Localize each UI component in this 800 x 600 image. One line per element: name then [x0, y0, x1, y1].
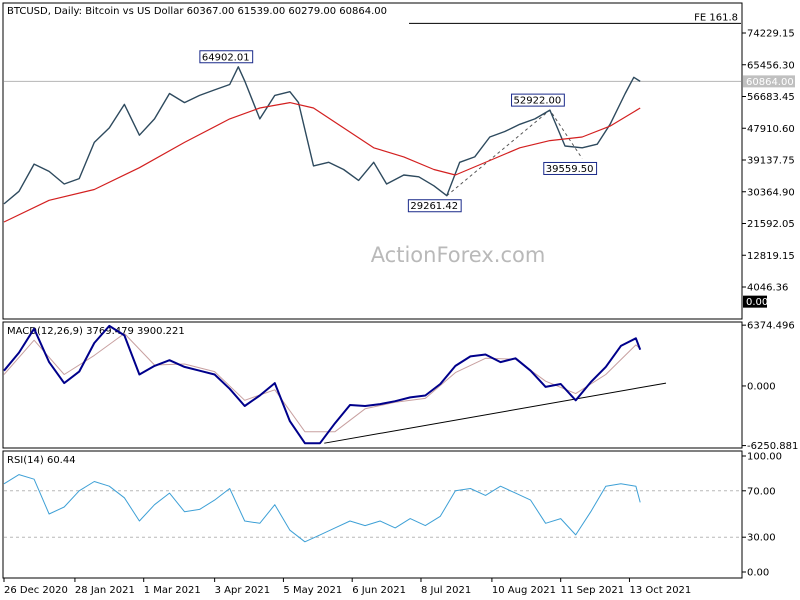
macd-axis-tick-label: -6250.881	[747, 441, 798, 452]
fe-label: FE 161.8	[694, 12, 738, 23]
price-axis: 4046.36 12819.15 21592.05 30364.90 39137.75 4…	[4, 22, 795, 308]
price-axis-tick-label: 47910.60	[747, 124, 795, 135]
zero-price-box	[743, 295, 767, 308]
rsi-axis-tick-label: 70.00	[747, 486, 776, 497]
price-pane[interactable]: BTCUSD, Daily: Bitcoin vs US Dollar 6036…	[2, 2, 795, 320]
price-axis-tick-label: 12819.15	[747, 251, 795, 262]
macd-lines	[3, 324, 667, 445]
time-axis-tick-label: 6 Jun 2021	[352, 585, 406, 596]
time-axis-tick-label: 26 Dec 2020	[4, 585, 68, 596]
macd-axis-tick-label: 0.000	[747, 381, 776, 392]
last-price-box	[743, 75, 795, 88]
watermark: ActionForex.com	[371, 243, 546, 267]
macd-main-line	[3, 324, 642, 445]
price-annotation-box	[511, 93, 565, 107]
price-pane-title: BTCUSD, Daily: Bitcoin vs US Dollar 6036…	[7, 6, 387, 17]
zero-price-label: 0.00	[746, 297, 768, 308]
macd-axis-tick-label: 6374.496	[747, 321, 795, 332]
rsi-pane-title: RSI(14) 60.44	[7, 455, 76, 466]
time-axis-tick-label: 11 Sep 2021	[561, 585, 624, 596]
rsi-line	[3, 474, 641, 543]
macd-pane[interactable]: MACD(12,26,9) 3769.479 3900.221 6374.496…	[2, 321, 798, 452]
macd-trendline	[324, 382, 667, 444]
price-axis-tick-label: 56683.45	[747, 92, 795, 103]
price-lines	[3, 66, 641, 223]
price-annotation-label: 29261.42	[410, 201, 458, 212]
last-price-label: 60864.00	[746, 77, 794, 88]
price-axis-tick-label: 4046.36	[747, 283, 788, 294]
price-axis-tick-label: 39137.75	[747, 156, 795, 167]
time-axis-tick-label: 10 Aug 2021	[492, 585, 556, 596]
time-axis-tick-label: 8 Jul 2021	[421, 585, 471, 596]
rsi-axis: 100.00 70.00 30.00 0.00	[4, 452, 782, 579]
price-axis-tick-label: 74229.15	[747, 29, 795, 40]
macd-pane-frame	[2, 321, 743, 449]
time-axis-tick-label: 1 Mar 2021	[144, 585, 201, 596]
rsi-axis-tick-label: 0.00	[747, 568, 769, 579]
price-annotation-box	[199, 50, 254, 64]
time-axis-tick-label: 13 Oct 2021	[629, 585, 691, 596]
price-annotation-box	[543, 161, 598, 175]
macd-pane-title: MACD(12,26,9) 3769.479 3900.221	[7, 326, 185, 337]
rsi-axis-tick-label: 30.00	[747, 533, 776, 544]
price-annotation-box	[407, 199, 462, 213]
price-annotation-label: 52922.00	[514, 96, 562, 107]
time-axis: 26 Dec 2020 28 Jan 2021 1 Mar 2021 3 Apr 20…	[3, 578, 691, 596]
time-axis-tick-label: 3 Apr 2021	[215, 585, 270, 596]
rsi-pane[interactable]: RSI(14) 60.44 100.00 70.00 30.00 0.00	[2, 450, 782, 579]
macd-axis: 6374.496 0.000 -6250.881	[742, 321, 798, 452]
time-axis-tick-label: 28 Jan 2021	[75, 585, 135, 596]
price-axis-tick-label: 30364.90	[747, 187, 795, 198]
moving-average-line	[3, 102, 641, 223]
price-annotation-label: 64902.01	[202, 52, 250, 63]
price-annotation-label: 39559.50	[546, 164, 594, 175]
rsi-axis-tick-label: 100.00	[747, 452, 782, 463]
price-annotations: 64902.01 52922.00 39559.50 29261.42	[199, 50, 598, 213]
price-series-line	[3, 66, 641, 205]
time-axis-tick-label: 5 May 2021	[283, 585, 342, 596]
price-pane-frame	[2, 2, 743, 320]
rsi-lines	[3, 474, 641, 543]
price-axis-tick-label: 65456.30	[747, 60, 795, 71]
price-axis-tick-label: 21592.05	[747, 219, 795, 230]
rsi-pane-frame	[2, 450, 743, 579]
